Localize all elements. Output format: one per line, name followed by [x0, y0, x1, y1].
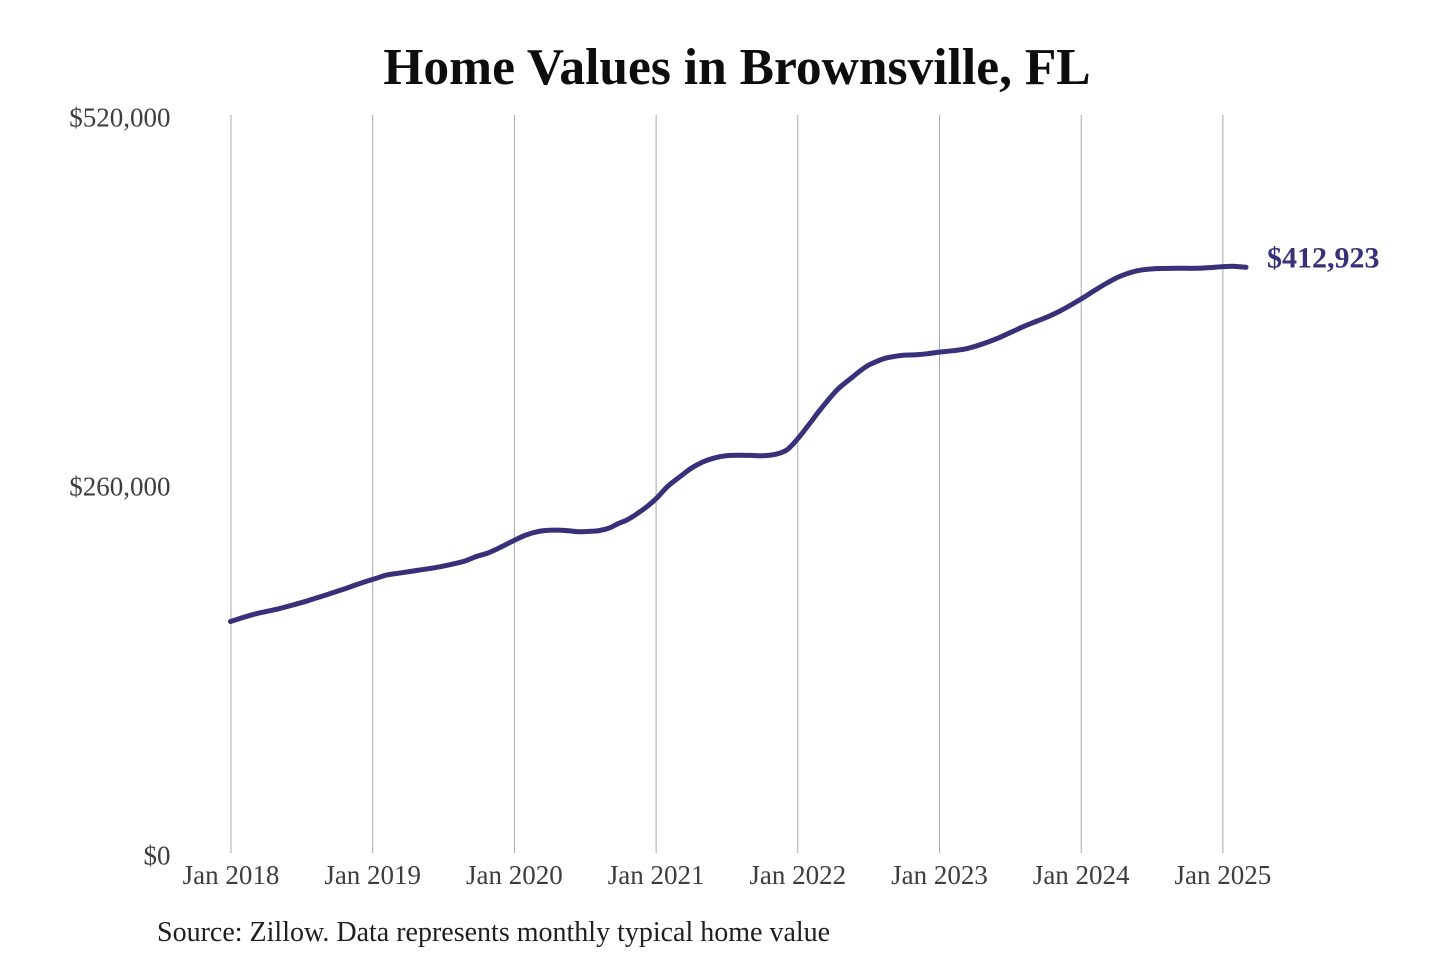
svg-text:Source: Zillow. Data represent: Source: Zillow. Data represents monthly …: [157, 917, 830, 948]
svg-text:Jan 2020: Jan 2020: [466, 860, 563, 890]
svg-text:Jan 2025: Jan 2025: [1175, 860, 1272, 890]
svg-text:Jan 2019: Jan 2019: [324, 860, 421, 890]
svg-text:$520,000: $520,000: [69, 103, 170, 133]
svg-text:Jan 2022: Jan 2022: [749, 860, 846, 890]
svg-text:$0: $0: [144, 841, 171, 871]
svg-text:Home Values in Brownsville, FL: Home Values in Brownsville, FL: [383, 39, 1090, 96]
svg-text:Jan 2021: Jan 2021: [608, 860, 705, 890]
svg-text:Jan 2018: Jan 2018: [183, 860, 280, 890]
svg-text:Jan 2024: Jan 2024: [1033, 860, 1130, 890]
svg-text:Jan 2023: Jan 2023: [891, 860, 988, 890]
svg-text:$412,923: $412,923: [1267, 242, 1380, 275]
svg-text:$260,000: $260,000: [69, 472, 170, 502]
